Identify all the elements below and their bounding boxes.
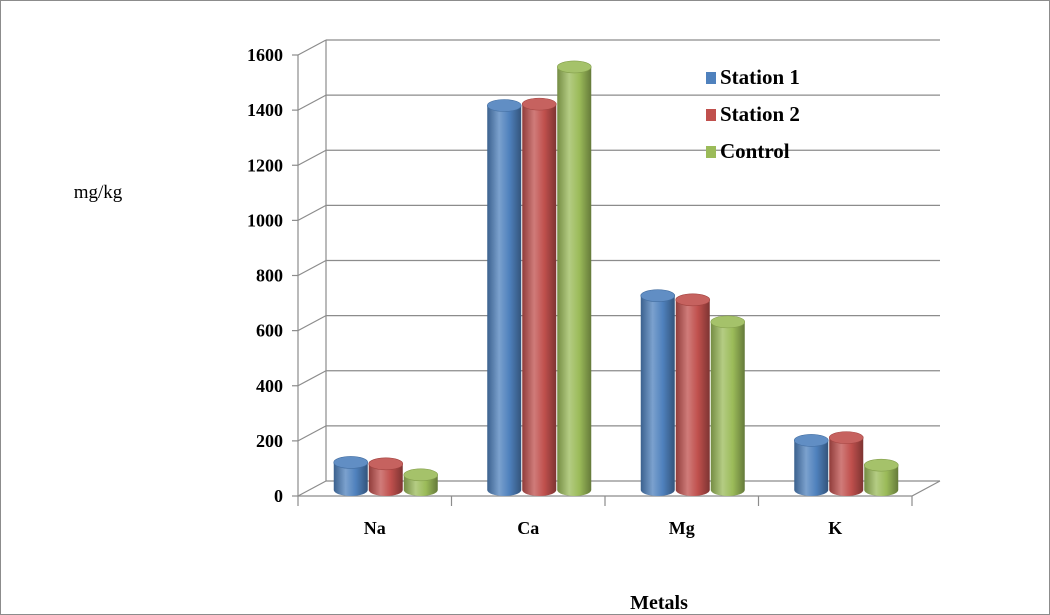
gridline-side: [297, 480, 327, 497]
x-category-label: Ca: [517, 518, 539, 538]
legend-label: Station 1: [720, 65, 800, 89]
y-tick-labels: 0 200 400 600 800 1000 1200 1400 1600: [247, 45, 283, 506]
y-tick-label: 1000: [247, 210, 283, 230]
gridline-side: [297, 94, 327, 111]
bar-na-station-2: [368, 457, 404, 497]
bar-top: [333, 456, 369, 469]
y-tick-label: 1600: [247, 45, 283, 65]
gridline-side: [297, 315, 327, 332]
bar-body: [794, 440, 829, 497]
bar-body: [522, 104, 557, 497]
x-category-labels: Na Ca Mg K: [364, 518, 843, 538]
bar-body: [487, 105, 522, 497]
bar-top: [863, 458, 899, 472]
legend-label: Station 2: [720, 102, 800, 126]
bar-mg-station-1: [640, 289, 676, 497]
y-tick-label: 600: [256, 321, 283, 341]
bar-ca-station-1: [486, 99, 522, 497]
x-category-label: Na: [364, 518, 386, 538]
gridline-side: [297, 39, 327, 56]
legend-swatch: [706, 109, 716, 121]
x-category-label: K: [828, 518, 842, 538]
y-tick-label: 200: [256, 431, 283, 451]
x-category-label: Mg: [669, 518, 695, 538]
y-tick-label: 400: [256, 376, 283, 396]
y-axis-label: mg/kg: [74, 182, 123, 203]
bar-top: [675, 293, 711, 307]
bar-k-station-2: [828, 431, 864, 497]
bar-top: [710, 315, 746, 329]
legend-item-station-2: Station 2: [706, 102, 800, 126]
bar-mg-station-2: [675, 293, 711, 497]
bar-top: [793, 434, 829, 447]
bar-top: [486, 99, 522, 112]
bar-na-station-1: [333, 456, 369, 497]
bar-body: [640, 295, 675, 497]
axes: [292, 40, 941, 506]
legend: Station 1 Station 2 Control: [706, 65, 800, 163]
bars: [333, 60, 899, 497]
bar-mg-control: [710, 315, 746, 497]
bar-k-control: [863, 458, 899, 497]
gridline-side: [297, 370, 327, 387]
bar-top: [521, 97, 557, 111]
bar-top: [403, 468, 439, 482]
bar-body: [710, 321, 745, 497]
y-tick-label: 1400: [247, 100, 283, 120]
bar-body: [557, 66, 592, 497]
gridline-side: [297, 425, 327, 442]
bar-ca-control: [556, 60, 592, 497]
bar-na-control: [403, 468, 439, 497]
bar-top: [828, 431, 864, 444]
x-axis-label: Metals: [630, 592, 688, 614]
bar-top: [556, 60, 592, 74]
legend-label: Control: [720, 139, 790, 163]
gridline-side: [297, 204, 327, 221]
gridlines: [297, 39, 940, 497]
bar-body: [368, 463, 403, 497]
bar-k-station-1: [793, 434, 829, 497]
bar-body: [675, 299, 710, 497]
y-tick-label: 1200: [247, 155, 283, 175]
legend-swatch: [706, 146, 716, 158]
legend-item-control: Control: [706, 139, 790, 163]
gridline-side: [297, 259, 327, 277]
bar-ca-station-2: [521, 97, 557, 497]
bar-body: [333, 462, 368, 497]
bar-top: [368, 457, 404, 471]
legend-swatch: [706, 72, 716, 84]
y-tick-label: 800: [256, 266, 283, 286]
y-tick-label: 0: [274, 486, 283, 506]
gridline-side: [297, 149, 327, 166]
bar-body: [829, 437, 864, 497]
bar-top: [640, 289, 676, 302]
bar-body: [864, 465, 899, 497]
legend-item-station-1: Station 1: [706, 65, 800, 89]
